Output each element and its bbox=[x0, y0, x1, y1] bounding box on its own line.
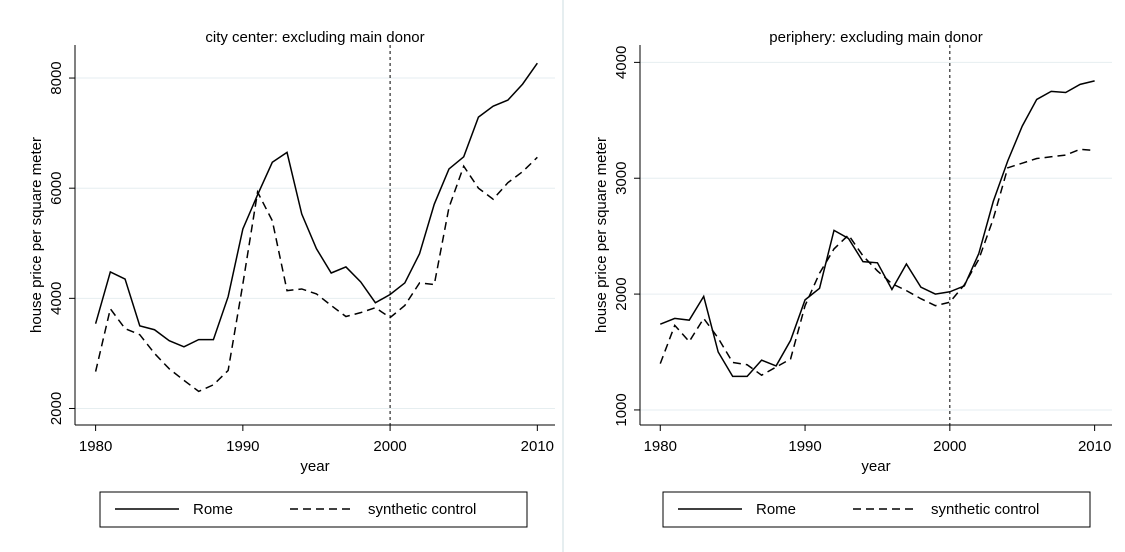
y-axis-label: house price per square meter bbox=[593, 137, 610, 333]
y-tick-label: 8000 bbox=[48, 61, 65, 94]
x-axis-label: year bbox=[861, 458, 890, 475]
x-tick-label: 1990 bbox=[226, 438, 259, 455]
x-tick-label: 2010 bbox=[521, 438, 554, 455]
line-series bbox=[659, 80, 1095, 378]
legend-label: synthetic control bbox=[931, 501, 1039, 518]
legend-label: synthetic control bbox=[368, 501, 476, 518]
y-tick-label: 2000 bbox=[613, 277, 630, 310]
x-tick-label: 1980 bbox=[644, 438, 677, 455]
y-tick-label: 6000 bbox=[48, 172, 65, 205]
y-tick-label: 1000 bbox=[613, 393, 630, 426]
line-series bbox=[659, 148, 1095, 377]
y-tick-label: 4000 bbox=[613, 46, 630, 79]
x-tick-label: 1990 bbox=[788, 438, 821, 455]
legend-label: Rome bbox=[756, 501, 796, 518]
legend-label: Rome bbox=[193, 501, 233, 518]
y-axis-label: house price per square meter bbox=[28, 137, 45, 333]
chart-title: periphery: excluding main donor bbox=[769, 29, 982, 46]
line-series bbox=[94, 156, 538, 393]
x-tick-label: 2000 bbox=[373, 438, 406, 455]
x-axis-label: year bbox=[300, 458, 329, 475]
chart-title: city center: excluding main donor bbox=[205, 29, 424, 46]
y-tick-label: 2000 bbox=[48, 392, 65, 425]
x-tick-label: 2000 bbox=[933, 438, 966, 455]
x-tick-label: 2010 bbox=[1078, 438, 1111, 455]
legend-box bbox=[99, 491, 528, 528]
line-series bbox=[94, 62, 538, 348]
x-tick-label: 1980 bbox=[79, 438, 112, 455]
y-tick-label: 3000 bbox=[613, 162, 630, 195]
y-tick-label: 4000 bbox=[48, 282, 65, 315]
